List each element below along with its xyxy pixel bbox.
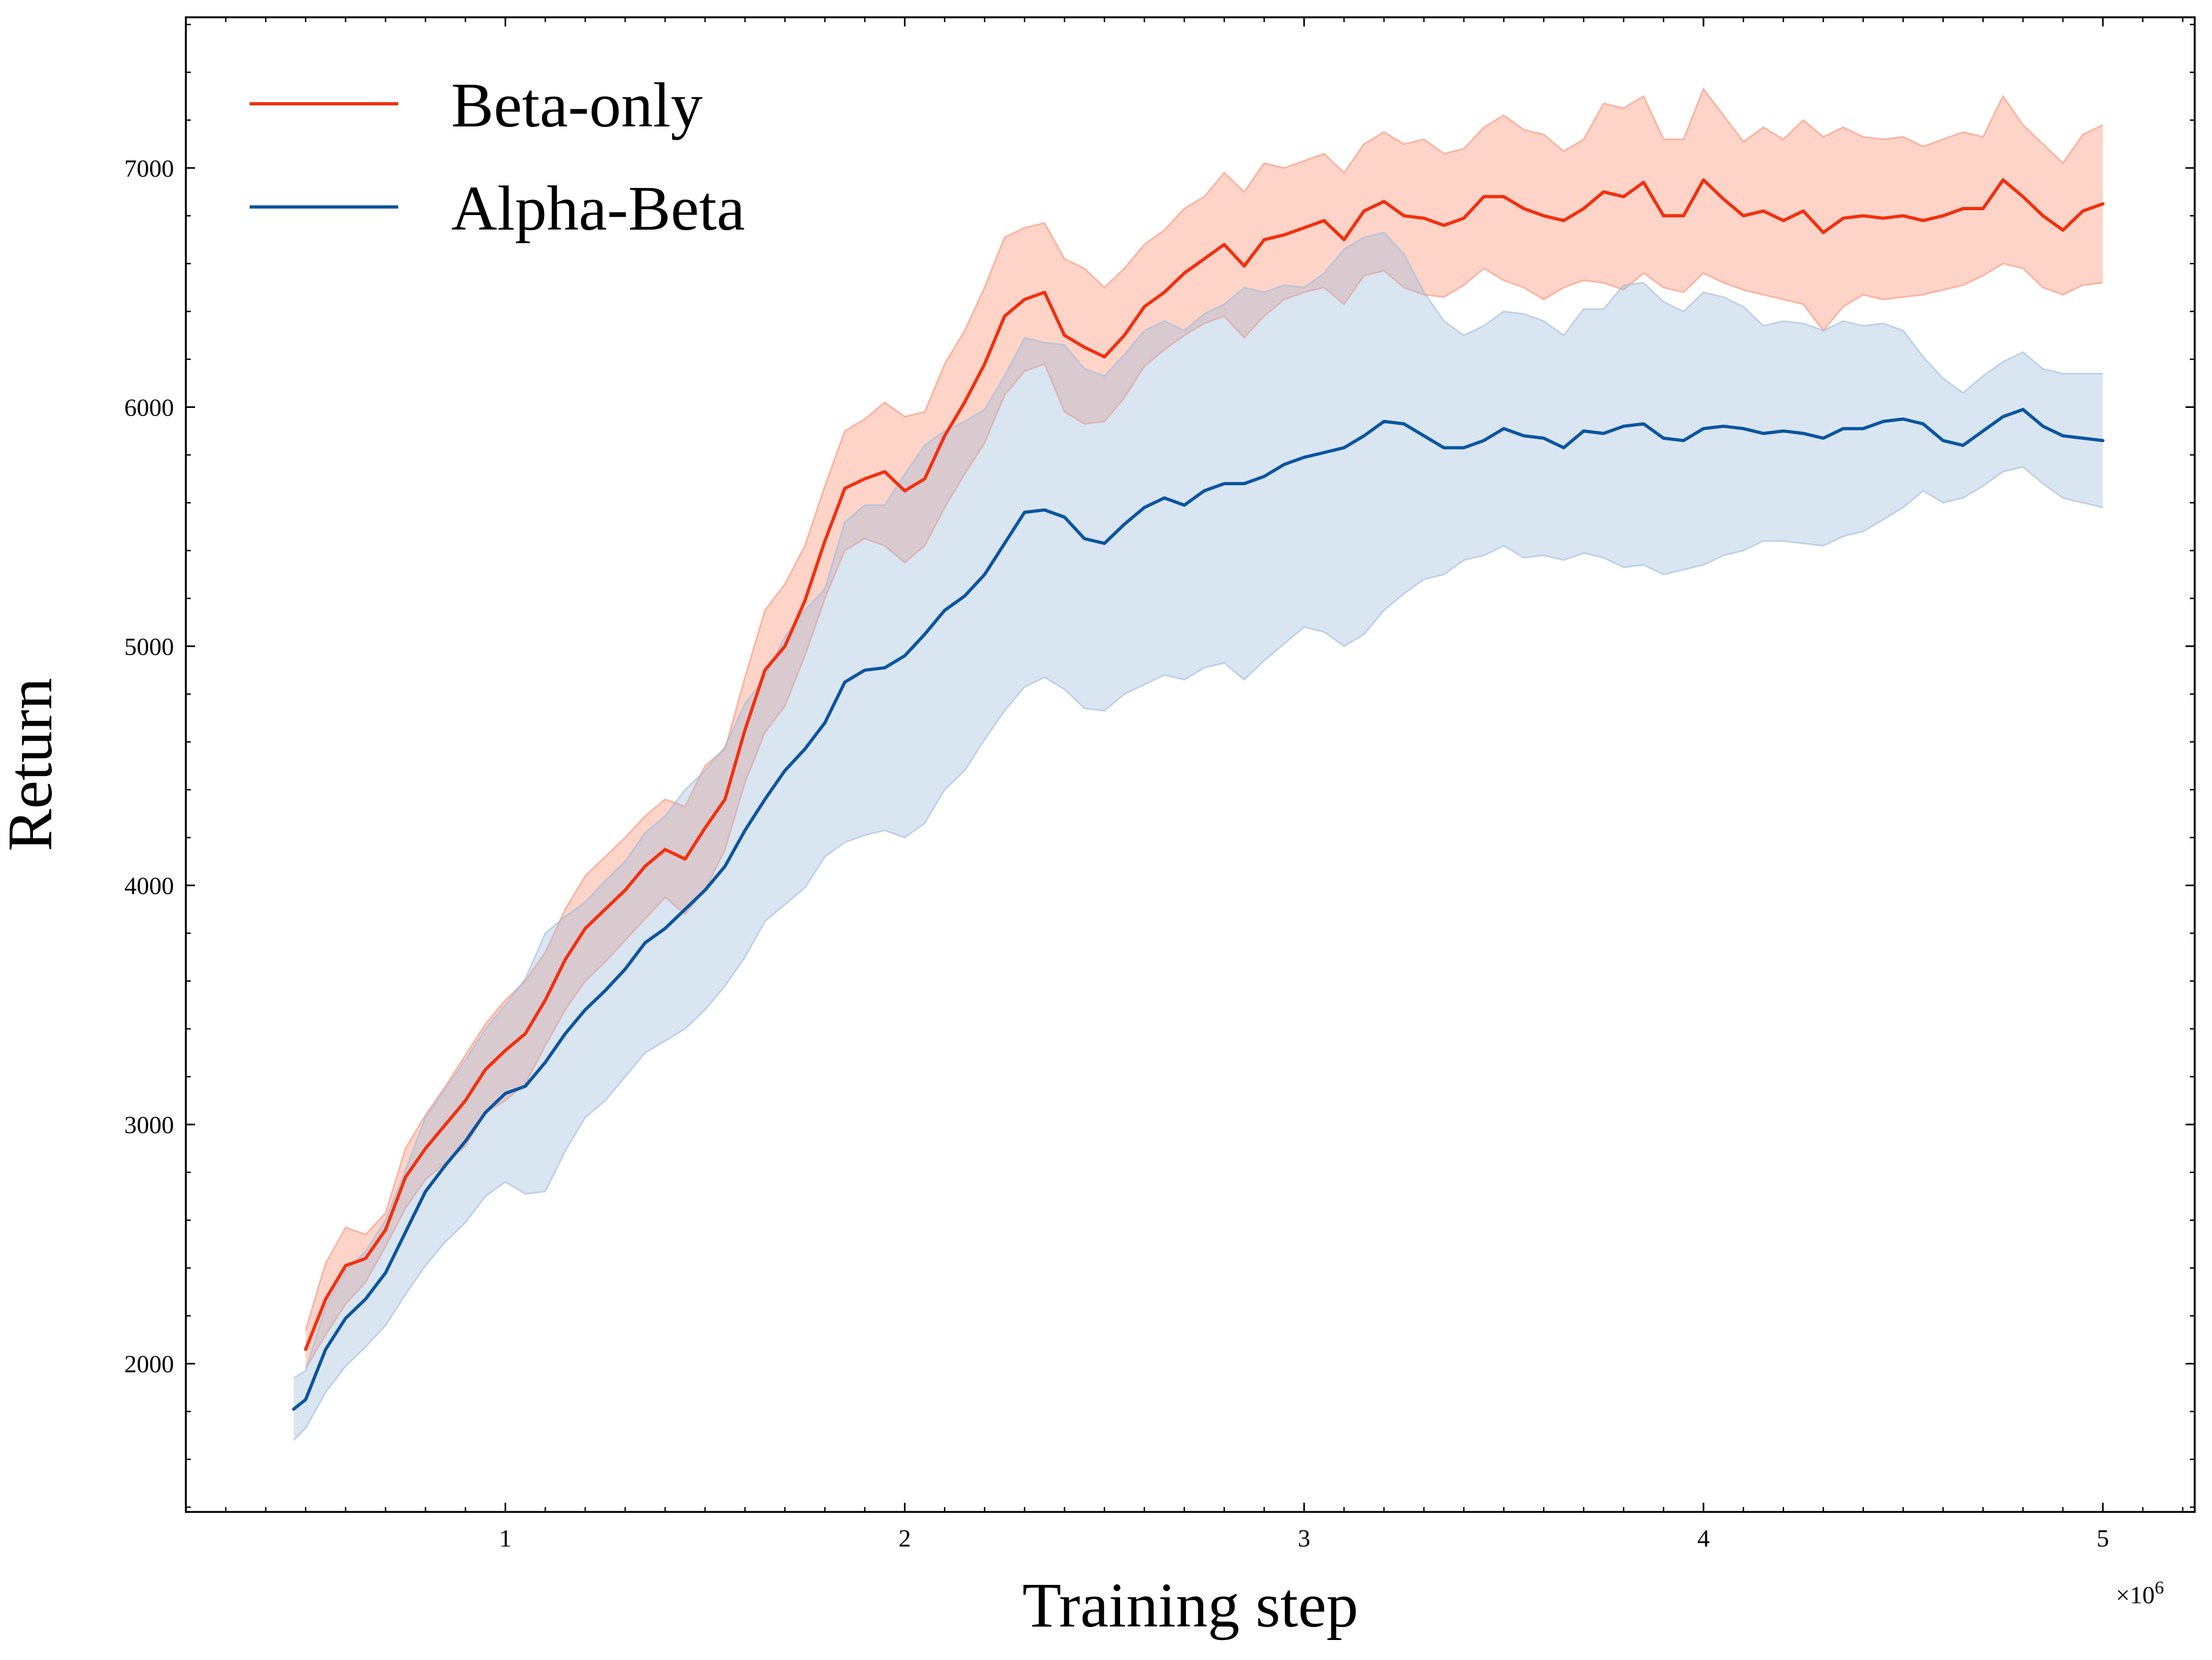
x-axis-multiplier: ×106 [2116,1578,2164,1609]
x-axis-title: Training step [1022,1570,1358,1641]
series-layer [292,87,2104,1441]
y-tick-label: 7000 [124,155,174,182]
tick-layer: 1 2 3 4 5 2000 3000 4000 5000 6000 7000 [124,17,2195,1552]
series-line-beta-only [304,178,2104,1351]
y-tick-label: 6000 [124,393,174,421]
x-tick-label: 5 [2096,1524,2109,1552]
series-line-alpha-beta [292,407,2104,1411]
x-tick-label: 4 [1697,1524,1710,1552]
y-tick-label: 2000 [124,1350,174,1378]
legend-label-beta-only: Beta-only [451,70,702,140]
x-tick-label: 3 [1298,1524,1310,1552]
legend: Beta-only Alpha-Beta [250,70,745,244]
x-multiplier-base: ×10 [2116,1581,2155,1609]
band-alpha-beta [293,232,2103,1441]
y-tick-label: 4000 [124,872,174,899]
x-multiplier-exponent: 6 [2155,1578,2164,1598]
y-axis-title: Return [0,678,65,851]
y-tick-label: 5000 [124,633,174,660]
x-tick-label: 2 [899,1524,911,1552]
band-upper-edge-beta-only [305,87,2103,1331]
y-tick-label: 3000 [124,1111,174,1139]
band-beta-only [305,89,2103,1369]
legend-label-alpha-beta: Alpha-Beta [451,173,745,244]
x-tick-label: 1 [499,1524,512,1552]
plot-frame [185,16,2196,1513]
band-lower-edge-alpha-beta [293,466,2103,1441]
band-upper-edge-alpha-beta [293,231,2103,1379]
band-lower-edge-beta-only [305,263,2103,1369]
